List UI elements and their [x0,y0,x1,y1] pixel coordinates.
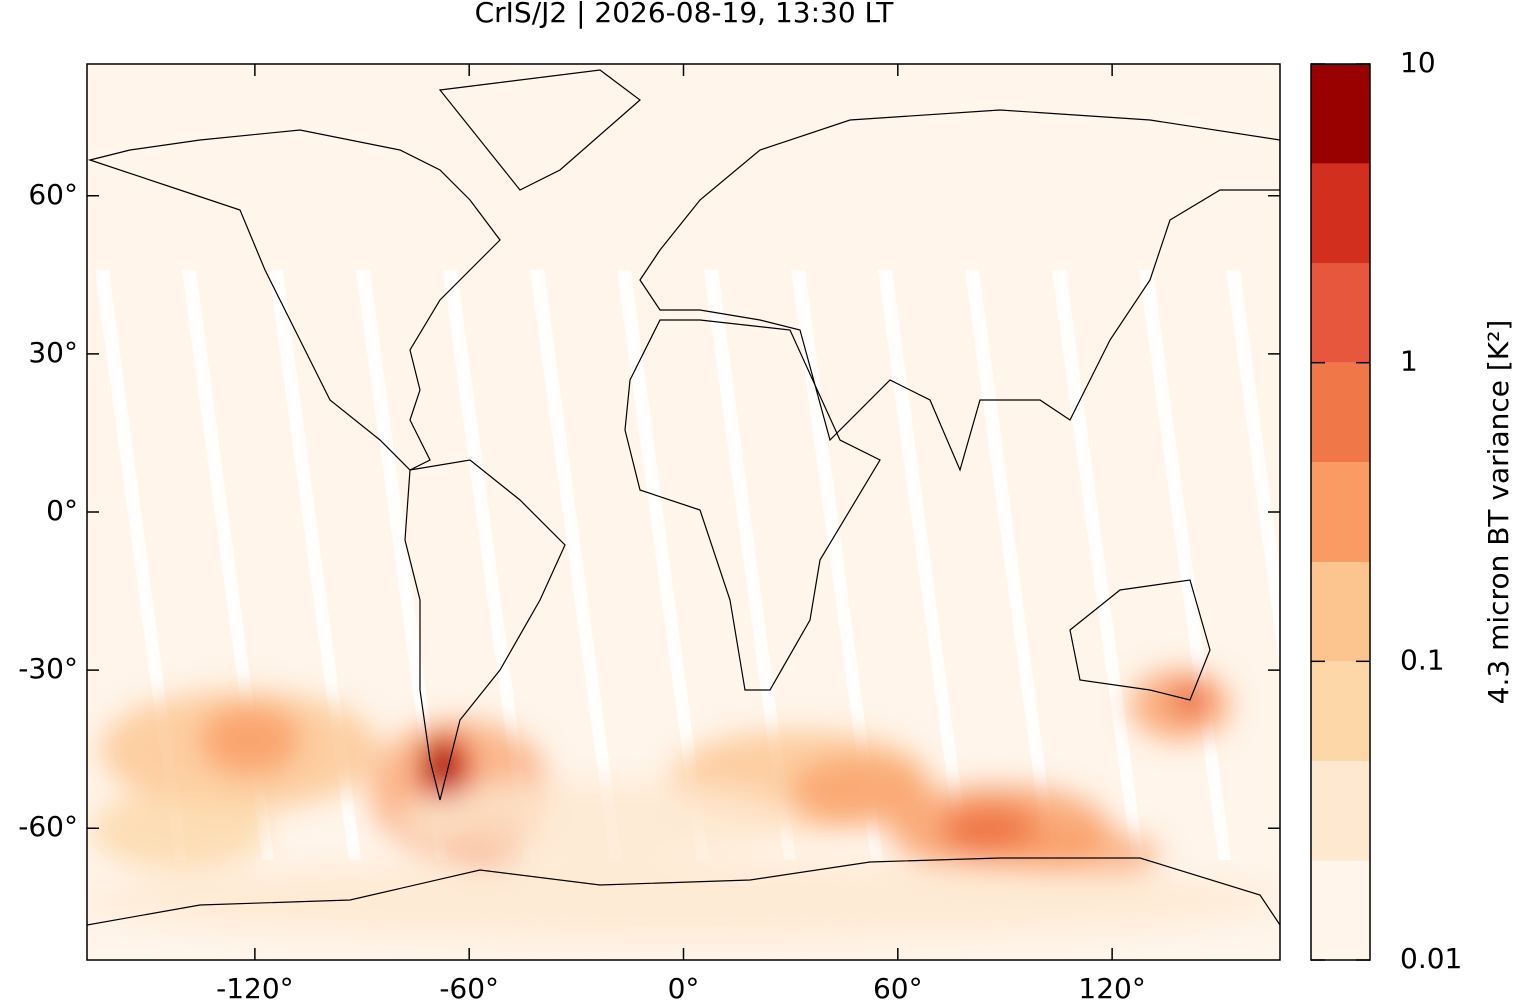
colorbar-band [1311,362,1370,463]
x-tick-label: -120° [216,972,294,1002]
y-tick-label: 0° [46,494,78,527]
colorbar-label: 4.3 micron BT variance [K²] [1482,320,1515,705]
swath-gap [1052,270,1144,860]
swath-gaps [95,270,1280,860]
colorbar-band [1311,760,1370,861]
colorbar-tick-label: 0.01 [1400,942,1462,975]
y-tick-label: -30° [18,652,78,685]
colorbar-band [1311,263,1370,363]
swath-gap [1226,270,1280,669]
title: CrIS/J2 | 2026-08-19, 13:30 LT [475,0,895,29]
colorbar-tick-label: 10 [1400,46,1436,79]
colorbar-band [1311,64,1370,164]
colorbar-band [1311,860,1370,960]
colorbar-band [1311,562,1370,662]
swath-gap [530,270,622,860]
x-tick-label: -60° [439,972,499,1002]
colorbar-frame [1310,63,1371,961]
variance-field [87,670,1280,940]
y-tick-label: 60° [28,178,78,211]
colorbar-band [1311,661,1370,761]
x-tick-label: 120° [1078,972,1145,1002]
swath-gap [617,270,709,860]
colorbar-band [1311,462,1370,563]
y-tick-label: 30° [28,336,78,369]
colorbar-tick-label: 1 [1400,345,1418,378]
x-tick-label: 60° [873,972,923,1002]
swath-gap [356,270,448,860]
swath-gap [791,270,883,860]
colorbar-tick-label: 0.1 [1400,643,1445,676]
swath-gap [443,270,535,860]
map-area [87,64,1280,960]
coastlines [87,69,1280,926]
swath-gap [704,270,796,860]
colorbar [1311,64,1370,960]
y-tick-label: -60° [18,810,78,843]
swath-gap [878,270,970,860]
x-tick-label: 0° [668,972,700,1002]
swath-gap [965,270,1057,860]
colorbar-band [1311,163,1370,264]
